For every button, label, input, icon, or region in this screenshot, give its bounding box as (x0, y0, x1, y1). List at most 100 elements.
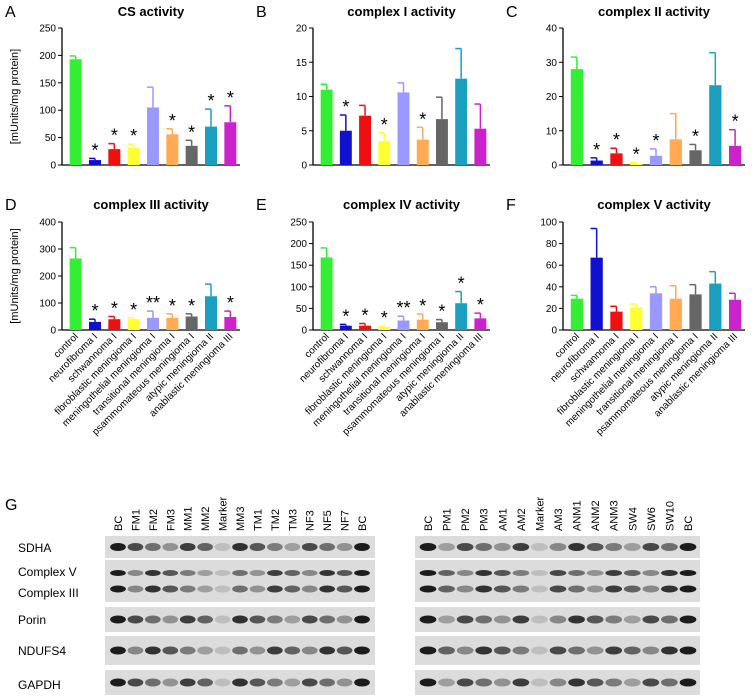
blot-band (586, 585, 604, 593)
blot-band (145, 585, 161, 593)
y-tick-label: 10 (546, 126, 558, 137)
blot-band (127, 615, 144, 624)
blot-band (110, 615, 126, 624)
blot-band (145, 678, 161, 687)
blot-lane-label: NF5 (322, 510, 334, 531)
significance-marker: * (169, 111, 176, 131)
panel-letter: B (256, 4, 267, 21)
blot-band (145, 543, 161, 551)
blot-band (531, 646, 548, 655)
bar (339, 130, 352, 165)
blot-lane-label: BC (683, 516, 695, 531)
blot-band (127, 646, 144, 655)
blot-band (456, 615, 474, 624)
bar (590, 160, 603, 165)
y-tick-label: 250 (39, 24, 56, 35)
blot-band (568, 646, 585, 655)
significance-marker: * (593, 140, 600, 160)
y-tick-label: 100 (39, 106, 56, 117)
blot-band (661, 678, 678, 687)
bar (166, 134, 179, 165)
blot-band (605, 585, 623, 593)
blot-band (284, 646, 301, 655)
y-tick-label: 30 (546, 58, 558, 69)
blot-band (475, 615, 493, 624)
blot-lane-label: MM3 (235, 507, 247, 531)
y-tick-label: 100 (290, 282, 307, 293)
bar (397, 320, 410, 330)
y-tick-label: 0 (50, 161, 56, 172)
blot-lane-label: MM1 (183, 507, 195, 531)
blot-band (661, 585, 678, 593)
bar (435, 322, 448, 330)
bar (689, 294, 702, 330)
blot-band (438, 585, 455, 593)
blot-lane-label: Marker (534, 496, 546, 531)
bar (590, 257, 603, 330)
significance-marker: * (111, 299, 118, 319)
bar (185, 145, 198, 165)
blot-band (319, 646, 335, 655)
bar (69, 59, 82, 165)
y-tick-label: 400 (39, 218, 56, 229)
significance-marker: * (130, 126, 137, 146)
blot-band (642, 585, 660, 593)
bar (455, 303, 468, 330)
blot-band (354, 543, 370, 551)
blot-band (661, 615, 678, 624)
blot-band (549, 570, 567, 576)
blot-band (586, 543, 604, 551)
significance-marker: * (381, 115, 388, 135)
blot-band (605, 543, 623, 551)
blot-strip (415, 536, 700, 558)
blot-band (354, 678, 370, 687)
bar (69, 258, 82, 330)
blot-band (214, 570, 231, 576)
y-tick-label: 20 (546, 304, 558, 315)
blot-band (110, 570, 126, 576)
significance-marker: * (362, 306, 369, 326)
blot-band (512, 585, 530, 593)
blot-band (493, 570, 511, 576)
blot-band (110, 585, 126, 593)
blot-band (110, 678, 126, 687)
blot-row-label: NDUFS4 (18, 644, 66, 658)
significance-marker: * (652, 131, 659, 151)
blot-lane-label: TM1 (252, 509, 264, 531)
blot-band (354, 646, 370, 655)
blot-band (661, 570, 678, 576)
y-tick-label: 100 (540, 218, 557, 229)
blot-band (197, 646, 213, 655)
blot-band (267, 543, 283, 551)
blot-band (127, 678, 144, 687)
blot-band (456, 678, 474, 687)
bar (205, 126, 217, 165)
blot-band (336, 585, 353, 593)
blot-band (284, 615, 301, 624)
blot-band (623, 646, 641, 655)
blot-band (549, 585, 567, 593)
panel-letter: E (256, 197, 267, 214)
y-tick-label: 100 (39, 299, 56, 310)
bar (610, 311, 623, 330)
blot-band (249, 585, 266, 593)
bar (610, 153, 623, 165)
blot-band (127, 543, 144, 551)
significance-marker: * (188, 122, 195, 142)
blot-lane-label: AM2 (516, 508, 528, 531)
blot-band (568, 615, 585, 624)
chart-title: complex III activity (93, 197, 209, 212)
blot-band (568, 543, 585, 551)
bar (378, 141, 391, 165)
blot-band (284, 570, 301, 576)
blot-lane-label: AM1 (497, 508, 509, 531)
bar (378, 326, 391, 330)
y-tick-label: 50 (45, 133, 57, 144)
chart-title: CS activity (118, 4, 185, 19)
panel-letter: D (5, 197, 17, 214)
y-tick-label: 0 (50, 326, 56, 337)
significance-marker: * (732, 112, 739, 132)
bar (185, 316, 198, 330)
bar (127, 148, 140, 165)
blot-band (493, 646, 511, 655)
